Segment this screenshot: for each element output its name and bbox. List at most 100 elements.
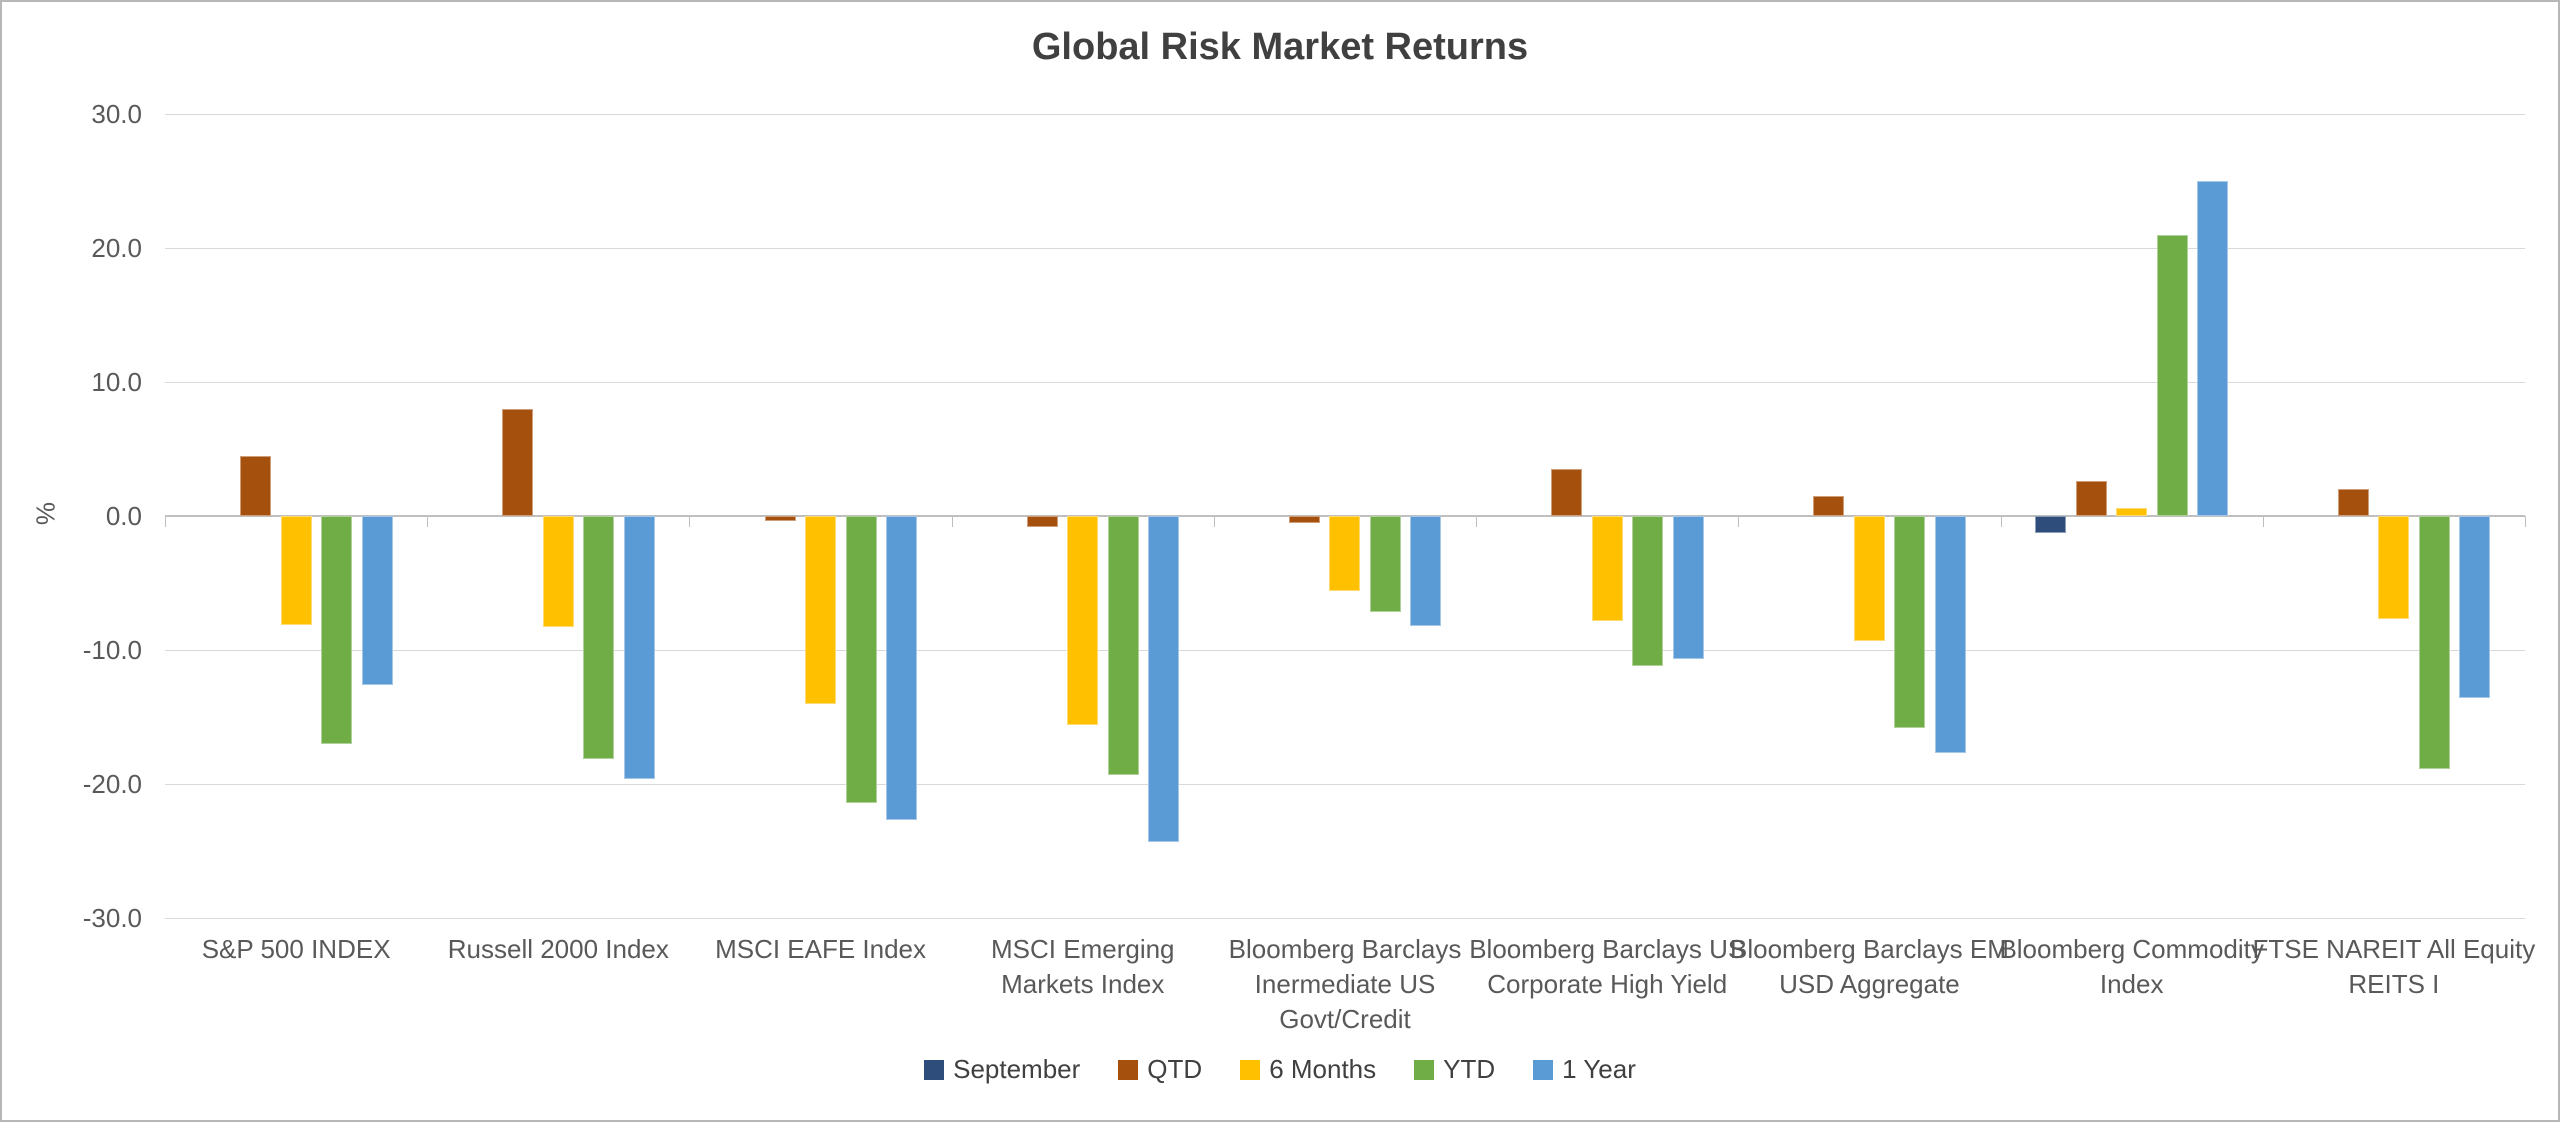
y-tick-label: 0.0	[105, 501, 142, 531]
bar-6-months	[280, 516, 312, 625]
plot-area	[165, 114, 2526, 919]
bar-6-months	[1067, 516, 1099, 726]
bar-ytd	[1107, 516, 1139, 775]
bar-1-year	[1934, 516, 1966, 754]
bar-ytd	[845, 516, 877, 803]
category-tick	[952, 516, 953, 527]
category-label-line: Inermediate US	[1254, 969, 1436, 999]
legend-swatch-september	[924, 1059, 945, 1080]
chart-title: Global Risk Market Returns	[1031, 26, 1529, 68]
bar-6-months	[1329, 516, 1361, 592]
bar-qtd	[1551, 469, 1583, 516]
bar-group	[165, 114, 427, 918]
category-label-line: Russell 2000 Index	[447, 934, 669, 964]
category-tick	[165, 516, 166, 527]
bar-1-year	[1672, 516, 1704, 660]
bar-ytd	[1894, 516, 1926, 728]
bar-qtd	[2075, 481, 2107, 516]
bar-6-months	[805, 516, 837, 704]
bar-ytd	[1369, 516, 1401, 613]
legend-swatch-ytd	[1414, 1059, 1435, 1080]
bar-qtd	[1813, 495, 1845, 516]
legend-swatch-6-months	[1240, 1059, 1261, 1080]
y-tick-label: -20.0	[82, 769, 142, 799]
category-label-line: Bloomberg Barclays US	[1469, 934, 1746, 964]
y-tick-label: -30.0	[82, 903, 142, 933]
category-label-line: MSCI Emerging	[991, 934, 1175, 964]
bar-1-year	[1410, 516, 1442, 626]
category-label: Russell 2000 Index	[393, 932, 723, 967]
legend-swatch-1-year	[1533, 1059, 1554, 1080]
category-tick	[2525, 516, 2526, 527]
bar-group	[427, 114, 689, 918]
category-tick	[2263, 516, 2264, 527]
category-label-line: Markets Index	[1001, 969, 1165, 999]
category-label-line: Index	[2099, 969, 2164, 999]
bar-qtd	[1288, 516, 1320, 523]
category-label-line: Govt/Credit	[1279, 1004, 1411, 1034]
category-tick	[1476, 516, 1477, 527]
category-tick	[1738, 516, 1739, 527]
bar-qtd	[502, 408, 534, 516]
category-label: Bloomberg Barclays US Corporate High Yiel…	[1442, 932, 1772, 1002]
bar-6-months	[542, 516, 574, 628]
category-label-line: FTSE NAREIT All Equity	[2252, 934, 2536, 964]
bar-ytd	[2156, 234, 2188, 516]
category-tick	[689, 516, 690, 527]
bar-1-year	[886, 516, 918, 821]
category-label: Bloomberg Barclays Inermediate US Govt/Cre…	[1180, 932, 1510, 1037]
bar-group	[2263, 114, 2525, 918]
category-label-line: Bloomberg Barclays EM	[1729, 934, 2009, 964]
bar-1-year	[2459, 516, 2491, 699]
category-label-line: REITS I	[2348, 969, 2440, 999]
bar-qtd	[1026, 516, 1058, 527]
category-label: MSCI EAFE Index	[656, 932, 986, 967]
legend-label: September	[953, 1054, 1081, 1084]
category-label-line: Bloomberg Commodity	[1999, 934, 2264, 964]
category-label-line: S&P 500 INDEX	[201, 934, 391, 964]
bar-group	[2001, 114, 2263, 918]
category-label-line: Corporate High Yield	[1487, 969, 1728, 999]
legend-swatch-qtd	[1118, 1059, 1139, 1080]
gridline	[165, 382, 2525, 383]
category-label: Bloomberg Barclays EM USD Aggregate	[1704, 932, 2034, 1002]
category-tick	[2001, 516, 2002, 527]
bar-1-year	[361, 516, 393, 685]
gridline	[165, 784, 2525, 785]
legend-label: YTD	[1443, 1054, 1496, 1084]
gridline	[165, 114, 2525, 115]
gridline	[165, 918, 2525, 919]
gridline	[165, 650, 2525, 651]
bar-ytd	[321, 516, 353, 744]
bar-6-months	[2378, 516, 2410, 620]
bar-1-year	[2197, 181, 2229, 516]
bar-6-months	[1591, 516, 1623, 621]
legend-item: 6 Months	[1240, 1054, 1376, 1085]
y-tick-label: 20.0	[91, 233, 142, 263]
legend-label: QTD	[1147, 1054, 1203, 1084]
bar-6-months	[2116, 507, 2148, 516]
gridline	[165, 248, 2525, 249]
legend-label: 6 Months	[1269, 1054, 1377, 1084]
category-label: FTSE NAREIT All Equity REITS I	[2229, 932, 2559, 1002]
bar-6-months	[1853, 516, 1885, 641]
y-tick-label: 10.0	[91, 367, 142, 397]
category-label-line: USD Aggregate	[1779, 969, 1960, 999]
bar-september	[2035, 516, 2067, 534]
bar-group	[952, 114, 1214, 918]
legend-item: 1 Year	[1533, 1054, 1636, 1085]
bar-group	[689, 114, 951, 918]
legend: September QTD 6 Months YTD 1 Year	[2, 1054, 2558, 1085]
legend-item: September	[924, 1054, 1080, 1085]
bar-qtd	[764, 516, 796, 522]
bar-1-year	[623, 516, 655, 779]
category-label: S&P 500 INDEX	[131, 932, 461, 967]
bar-qtd	[2337, 489, 2369, 516]
bar-ytd	[1632, 516, 1664, 667]
y-tick-label: -10.0	[82, 635, 142, 665]
bar-qtd	[240, 455, 272, 516]
bar-group	[1214, 114, 1476, 918]
legend-label: 1 Year	[1562, 1054, 1636, 1084]
category-label-line: Bloomberg Barclays	[1228, 934, 1462, 964]
